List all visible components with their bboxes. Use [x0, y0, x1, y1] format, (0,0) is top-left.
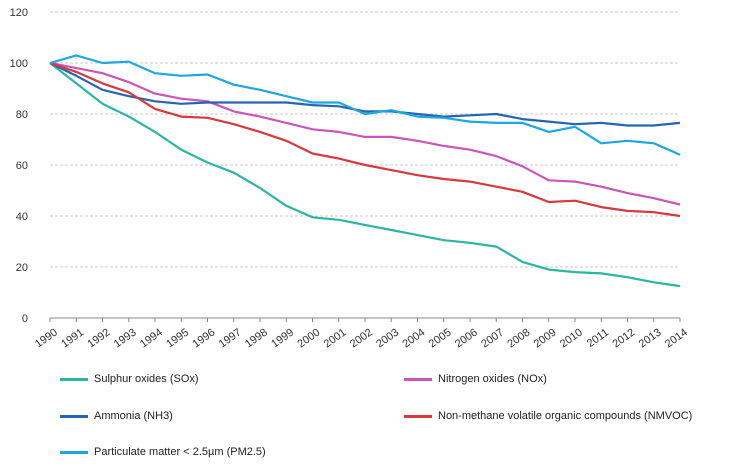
x-tick-label: 1995	[164, 327, 191, 351]
x-tick-label: 2000	[295, 327, 322, 351]
x-tick-label: 2011	[585, 327, 611, 350]
legend-label: Ammonia (NH3)	[94, 410, 173, 422]
y-tick-label: 100	[10, 58, 28, 70]
series-line-4	[49, 54, 681, 156]
legend-item: Non-methane volatile organic compounds (…	[404, 410, 692, 422]
x-tick-label: 1990	[33, 327, 60, 351]
x-axis-ticks: 1990 1991 1992 1993 1994 1995 1996 1997 1998 1999…	[33, 318, 690, 350]
x-tick-label: 1991	[59, 327, 86, 351]
x-tick-label: 1992	[85, 327, 112, 351]
legend-item: Nitrogen oxides (NOx)	[404, 373, 547, 385]
series-line-0	[49, 62, 681, 288]
y-tick-label: 120	[10, 7, 28, 19]
x-tick-label: 2005	[427, 327, 454, 351]
series-line-2	[49, 62, 681, 127]
series-line-1	[49, 61, 681, 206]
grid-lines	[50, 11, 680, 268]
y-tick-label: 60	[16, 160, 28, 172]
legend-swatch	[60, 377, 88, 381]
legend-label: Non-methane volatile organic compounds (…	[438, 410, 693, 422]
legend-swatch	[60, 450, 88, 454]
legend-label: Particulate matter < 2.5µm (PM2.5)	[94, 446, 266, 458]
y-tick-label: 20	[16, 262, 28, 274]
x-tick-label: 2010	[558, 327, 585, 351]
x-tick-label: 1999	[269, 327, 296, 351]
legend-swatch	[404, 414, 432, 418]
legend-item: Sulphur oxides (SOx)	[60, 373, 199, 385]
x-tick-label: 1996	[190, 327, 217, 351]
legend-swatch	[404, 377, 432, 381]
x-tick-label: 1997	[217, 327, 244, 351]
legend-item: Particulate matter < 2.5µm (PM2.5)	[60, 446, 266, 458]
x-tick-label: 2003	[374, 327, 401, 351]
y-tick-label: 80	[16, 109, 28, 121]
x-tick-label: 2001	[322, 327, 349, 351]
y-tick-label: 0	[22, 313, 28, 325]
x-tick-label: 2008	[505, 327, 532, 351]
legend-item: Ammonia (NH3)	[60, 410, 173, 422]
x-tick-label: 1993	[112, 327, 139, 351]
x-tick-label: 1998	[243, 327, 270, 351]
x-tick-label: 2006	[453, 327, 480, 351]
series-line-3	[49, 61, 681, 218]
x-tick-label: 2002	[348, 327, 375, 351]
y-tick-label: 40	[16, 211, 28, 223]
legend-swatch	[60, 414, 88, 418]
x-tick-label: 1994	[138, 327, 165, 351]
x-tick-label: 2012	[610, 327, 637, 351]
y-axis-ticks: 0 20 40 60 80 100 120	[10, 7, 28, 325]
legend-label: Sulphur oxides (SOx)	[94, 373, 199, 385]
legend-label: Nitrogen oxides (NOx)	[438, 373, 547, 385]
x-tick-label: 2009	[532, 327, 559, 351]
x-tick-label: 2013	[637, 327, 664, 351]
series-lines	[49, 54, 681, 288]
x-tick-label: 2014	[663, 327, 690, 351]
x-tick-label: 2007	[479, 327, 506, 351]
x-tick-label: 2004	[400, 327, 427, 351]
